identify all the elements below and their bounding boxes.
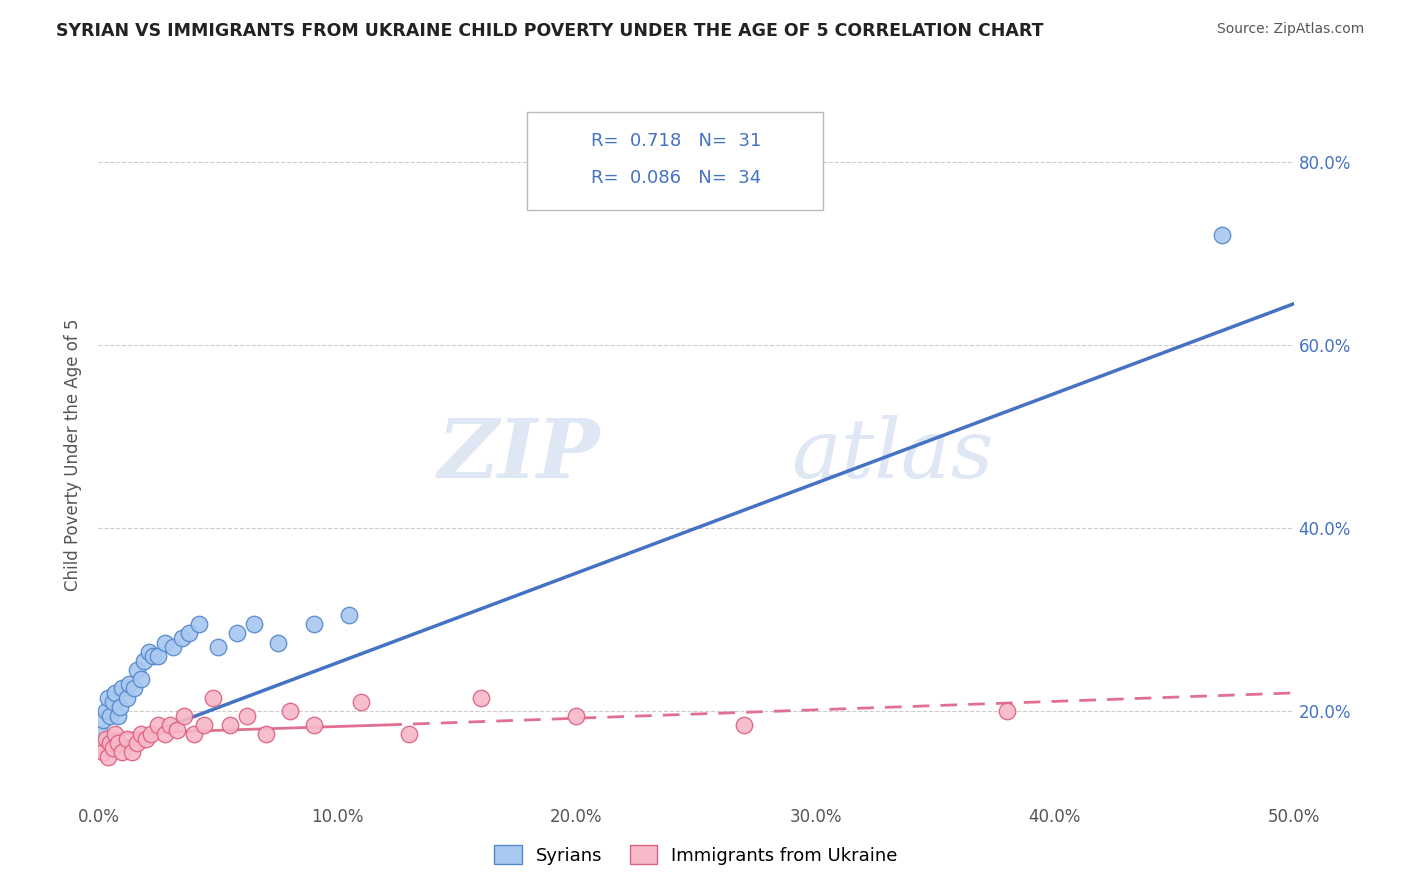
Point bbox=[94, 731, 117, 746]
Point bbox=[104, 686, 127, 700]
Point bbox=[235, 708, 257, 723]
Point bbox=[207, 640, 229, 655]
Text: ZIP: ZIP bbox=[437, 415, 600, 495]
Point bbox=[94, 704, 117, 718]
Point bbox=[108, 699, 131, 714]
Point bbox=[155, 727, 177, 741]
Point bbox=[159, 718, 181, 732]
Point bbox=[183, 727, 205, 741]
Point bbox=[115, 731, 138, 746]
Point bbox=[243, 617, 266, 632]
Point bbox=[179, 626, 201, 640]
Legend: Syrians, Immigrants from Ukraine: Syrians, Immigrants from Ukraine bbox=[485, 837, 907, 874]
Point bbox=[202, 690, 225, 705]
Point bbox=[101, 740, 124, 755]
Point bbox=[125, 736, 148, 750]
Point bbox=[155, 635, 177, 649]
Point bbox=[111, 746, 134, 760]
Point bbox=[148, 649, 170, 664]
Point bbox=[267, 635, 290, 649]
Point bbox=[104, 727, 127, 741]
Point bbox=[91, 714, 114, 728]
Point bbox=[398, 727, 420, 741]
Text: R=  0.718   N=  31: R= 0.718 N= 31 bbox=[591, 132, 761, 150]
Point bbox=[173, 708, 195, 723]
Text: Source: ZipAtlas.com: Source: ZipAtlas.com bbox=[1216, 22, 1364, 37]
Point bbox=[302, 617, 325, 632]
Point bbox=[219, 718, 242, 732]
Point bbox=[124, 681, 146, 696]
Point bbox=[115, 690, 138, 705]
Point bbox=[138, 645, 160, 659]
Point bbox=[107, 736, 129, 750]
Point bbox=[131, 672, 153, 686]
Point bbox=[98, 736, 122, 750]
Point bbox=[132, 654, 155, 668]
Point bbox=[90, 727, 112, 741]
Point bbox=[111, 681, 134, 696]
Point bbox=[91, 746, 114, 760]
Point bbox=[90, 740, 112, 755]
Point bbox=[148, 718, 170, 732]
Point bbox=[135, 731, 157, 746]
Point bbox=[187, 617, 209, 632]
Point bbox=[162, 640, 184, 655]
Point bbox=[142, 649, 165, 664]
Point bbox=[733, 718, 755, 732]
Text: SYRIAN VS IMMIGRANTS FROM UKRAINE CHILD POVERTY UNDER THE AGE OF 5 CORRELATION C: SYRIAN VS IMMIGRANTS FROM UKRAINE CHILD … bbox=[56, 22, 1043, 40]
Point bbox=[97, 690, 120, 705]
Point bbox=[470, 690, 492, 705]
Point bbox=[139, 727, 162, 741]
Point bbox=[107, 708, 129, 723]
Point bbox=[118, 677, 141, 691]
Text: atlas: atlas bbox=[792, 415, 994, 495]
Point bbox=[121, 746, 143, 760]
Point bbox=[166, 723, 188, 737]
Point bbox=[226, 626, 249, 640]
Point bbox=[1211, 228, 1233, 243]
Point bbox=[350, 695, 373, 709]
Text: R=  0.086   N=  34: R= 0.086 N= 34 bbox=[591, 169, 761, 187]
Point bbox=[131, 727, 153, 741]
Point bbox=[254, 727, 277, 741]
Point bbox=[565, 708, 588, 723]
Point bbox=[995, 704, 1018, 718]
Point bbox=[125, 663, 148, 677]
Point bbox=[172, 631, 194, 645]
Point bbox=[98, 708, 122, 723]
Point bbox=[97, 750, 120, 764]
Point bbox=[101, 695, 124, 709]
Point bbox=[278, 704, 301, 718]
Point bbox=[193, 718, 215, 732]
Point bbox=[302, 718, 325, 732]
Y-axis label: Child Poverty Under the Age of 5: Child Poverty Under the Age of 5 bbox=[65, 318, 83, 591]
Point bbox=[339, 608, 360, 623]
